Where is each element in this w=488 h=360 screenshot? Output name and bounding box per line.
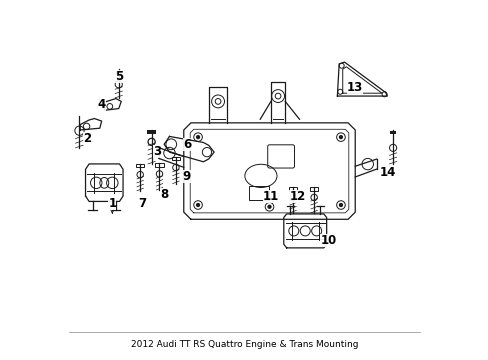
- Text: 9: 9: [182, 170, 190, 183]
- Text: 2: 2: [83, 132, 91, 145]
- Bar: [248, 186, 268, 200]
- Text: 6: 6: [183, 138, 191, 151]
- Text: 7: 7: [138, 197, 146, 210]
- Text: 11: 11: [263, 190, 279, 203]
- Text: 13: 13: [346, 81, 363, 94]
- Bar: [155, 163, 163, 167]
- Circle shape: [196, 203, 200, 207]
- Text: 10: 10: [320, 234, 336, 247]
- Circle shape: [338, 135, 343, 139]
- Text: 2012 Audi TT RS Quattro Engine & Trans Mounting: 2012 Audi TT RS Quattro Engine & Trans M…: [130, 340, 358, 349]
- Bar: [147, 130, 156, 134]
- Text: 1: 1: [108, 197, 116, 213]
- Circle shape: [267, 204, 271, 209]
- Text: 14: 14: [378, 166, 395, 179]
- Bar: [309, 187, 318, 191]
- Circle shape: [196, 135, 200, 139]
- Text: 3: 3: [153, 145, 161, 158]
- Bar: [171, 157, 180, 160]
- Circle shape: [338, 203, 343, 207]
- Text: 4: 4: [97, 99, 105, 112]
- Text: 8: 8: [160, 188, 168, 201]
- Bar: [136, 164, 144, 167]
- Text: 12: 12: [289, 190, 305, 203]
- Bar: [116, 71, 122, 75]
- Text: 5: 5: [114, 70, 122, 83]
- Bar: [288, 187, 297, 191]
- Bar: [389, 131, 395, 134]
